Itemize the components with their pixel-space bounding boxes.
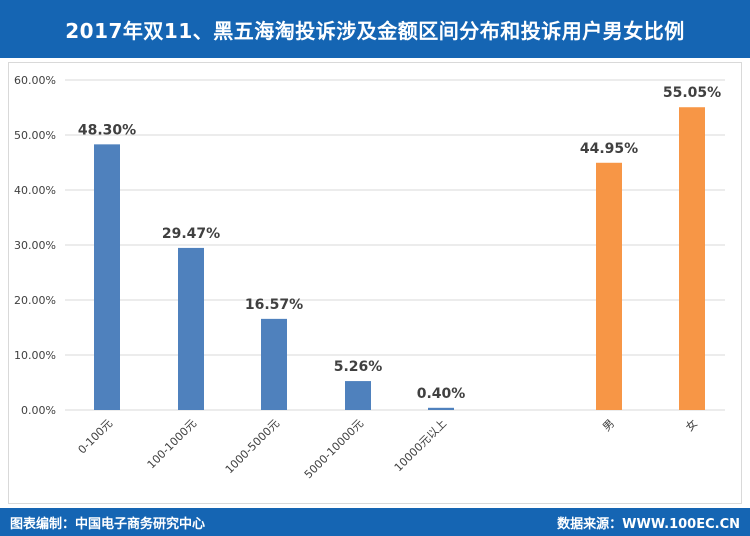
data-label: 5.26%	[334, 359, 383, 375]
data-label: 44.95%	[580, 141, 638, 157]
y-tick-label: 60.00%	[14, 74, 56, 87]
x-category-label: 10000元以上	[392, 417, 449, 474]
data-label: 48.30%	[78, 122, 136, 138]
bar	[261, 318, 287, 410]
bar	[345, 381, 371, 410]
y-tick-label: 30.00%	[14, 239, 56, 252]
x-category-label: 1000-5000元	[223, 417, 282, 476]
y-tick-label: 0.00%	[21, 404, 56, 417]
data-label: 16.57%	[245, 297, 303, 313]
footer-data-source: 数据来源：WWW.100EC.CN	[557, 517, 740, 532]
plot-frame	[8, 62, 742, 504]
data-label: 0.40%	[417, 386, 466, 402]
bar	[596, 162, 622, 410]
y-tick-label: 20.00%	[14, 294, 56, 307]
y-tick-label: 10.00%	[14, 349, 56, 362]
x-category-label: 0-100元	[76, 417, 116, 457]
y-tick-label: 50.00%	[14, 129, 56, 142]
bar	[679, 107, 705, 410]
footer-source-credit: 图表编制：中国电子商务研究中心	[10, 517, 206, 532]
bar	[178, 247, 204, 410]
bar	[428, 407, 454, 410]
x-category-label: 女	[682, 416, 700, 434]
x-category-label: 100-1000元	[145, 417, 199, 471]
x-category-label: 男	[600, 417, 617, 434]
chart-title: 2017年双11、黑五海淘投诉涉及金额区间分布和投诉用户男女比例	[0, 0, 750, 58]
footer-bar: 图表编制：中国电子商务研究中心 数据来源：WWW.100EC.CN	[0, 508, 750, 536]
bar	[94, 144, 120, 410]
data-label: 55.05%	[663, 85, 721, 101]
data-label: 29.47%	[162, 226, 220, 242]
x-category-label: 5000-10000元	[302, 417, 366, 481]
y-tick-label: 40.00%	[14, 184, 56, 197]
